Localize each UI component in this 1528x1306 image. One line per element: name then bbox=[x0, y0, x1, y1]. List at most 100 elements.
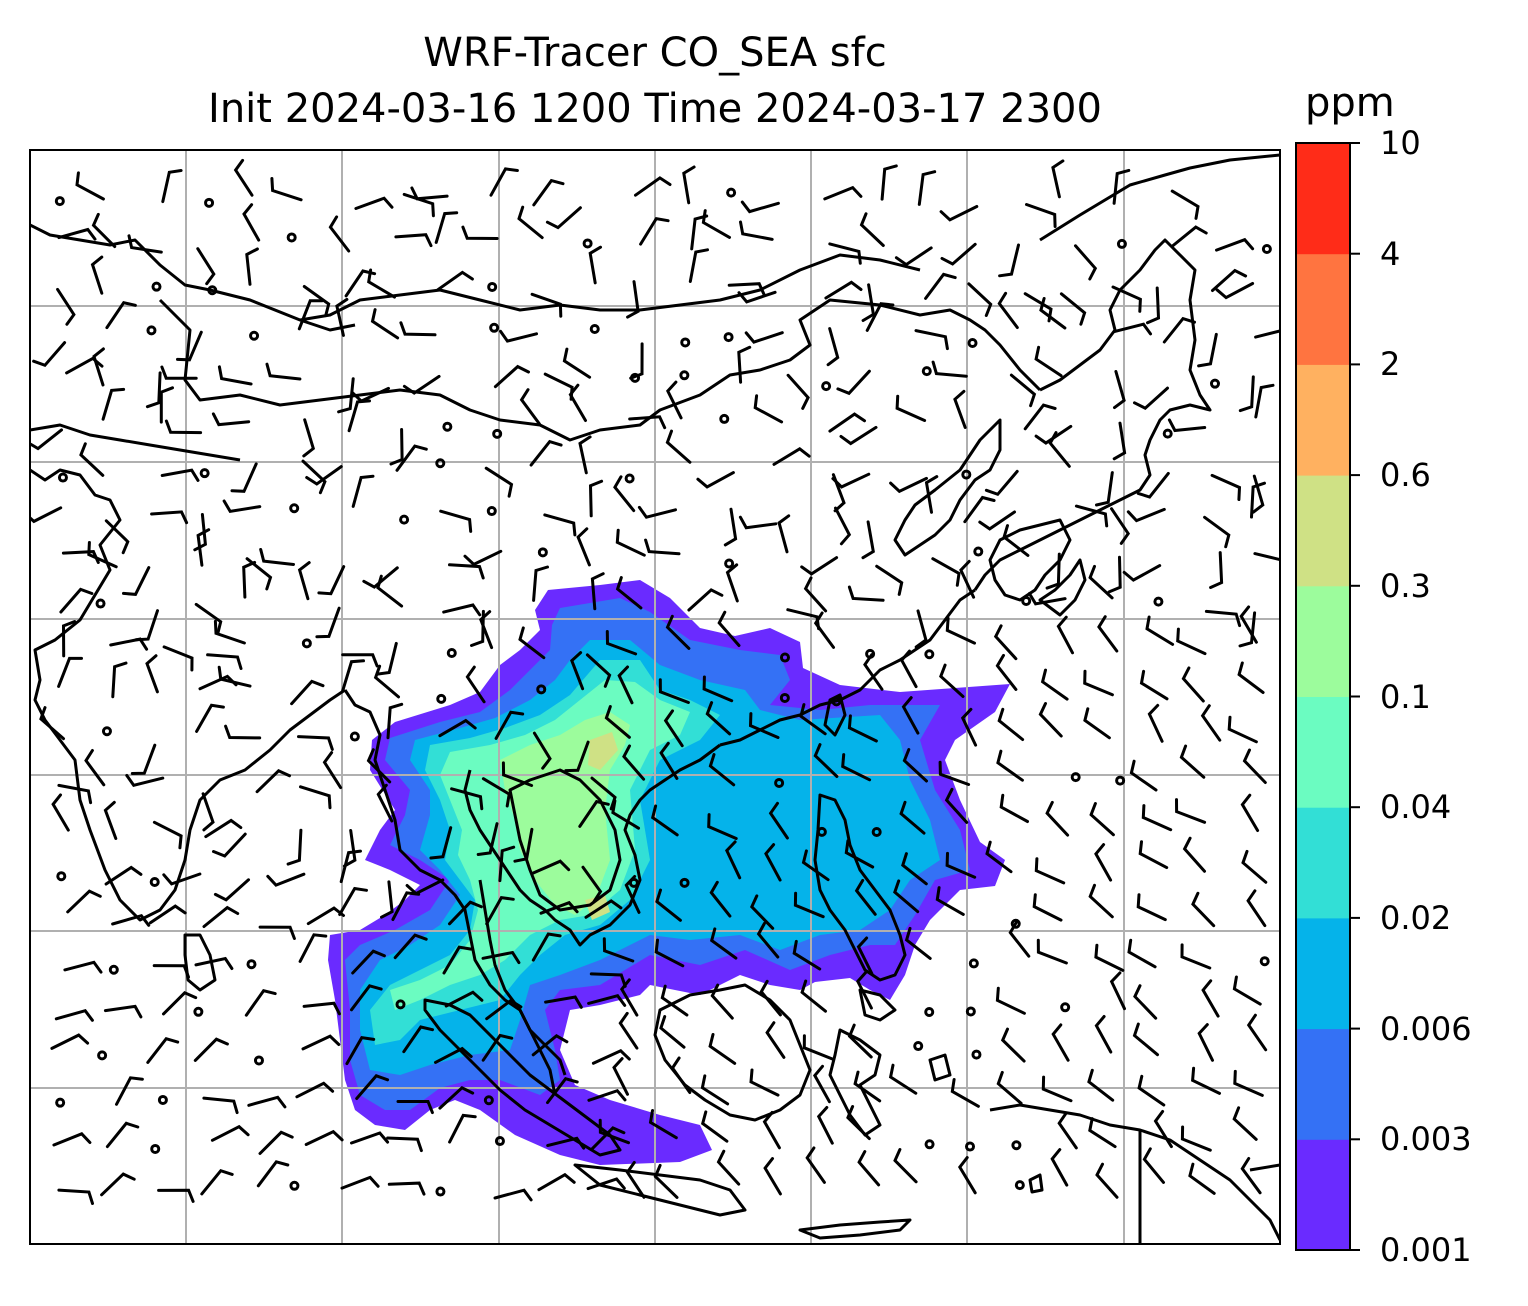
wind-barb bbox=[111, 661, 128, 699]
wind-barb bbox=[924, 475, 939, 514]
wind-barb bbox=[50, 1033, 90, 1050]
wind-barb bbox=[436, 270, 474, 292]
wind-barb bbox=[146, 1036, 180, 1064]
wind-barb bbox=[880, 164, 898, 201]
wind-barb bbox=[598, 1118, 630, 1145]
wind-barb bbox=[1112, 168, 1131, 205]
wind-barb bbox=[591, 1049, 631, 1065]
wind-barb bbox=[587, 993, 627, 1007]
wind-barb bbox=[337, 377, 355, 414]
wind-barb bbox=[376, 783, 394, 823]
wind-barb bbox=[130, 743, 157, 775]
wind-barb bbox=[792, 939, 822, 971]
wind-barb bbox=[737, 290, 777, 304]
wind-barb bbox=[861, 520, 875, 560]
wind-barb bbox=[434, 1046, 473, 1064]
wind-barb bbox=[297, 735, 334, 751]
wind-barb bbox=[196, 528, 211, 567]
wind-barb bbox=[127, 234, 163, 254]
wind-barb bbox=[56, 287, 76, 326]
wind-barb bbox=[568, 383, 587, 422]
wind-barb bbox=[105, 301, 137, 330]
calm-wind-marker bbox=[971, 1049, 982, 1060]
wind-barb bbox=[1176, 627, 1207, 656]
wind-barb bbox=[1246, 1013, 1268, 1052]
wind-barb bbox=[438, 718, 477, 738]
wind-barb bbox=[768, 801, 789, 840]
wind-barb bbox=[493, 1188, 533, 1202]
wind-barb bbox=[841, 753, 872, 782]
wind-barb bbox=[716, 1149, 741, 1186]
wind-barb bbox=[103, 1004, 143, 1019]
wind-barb bbox=[963, 495, 996, 524]
wind-barb bbox=[206, 653, 243, 670]
wind-barb bbox=[802, 1034, 834, 1061]
wind-barb bbox=[995, 653, 1018, 691]
wind-barb bbox=[1032, 893, 1063, 922]
wind-barb bbox=[111, 913, 151, 927]
calm-wind-marker bbox=[55, 1097, 66, 1108]
wind-barb bbox=[341, 653, 379, 668]
wind-barb bbox=[75, 171, 105, 201]
wind-barb bbox=[749, 1068, 780, 1097]
wind-barb bbox=[602, 937, 635, 963]
wind-barb bbox=[162, 991, 198, 1016]
wind-barb bbox=[302, 1001, 341, 1016]
calm-wind-marker bbox=[54, 196, 65, 207]
wind-barb bbox=[854, 878, 877, 916]
wind-barb bbox=[299, 785, 332, 810]
colorbar-tick-label: 10 bbox=[1380, 124, 1421, 162]
colorbar bbox=[1295, 142, 1360, 1251]
calm-wind-marker bbox=[973, 546, 984, 557]
wind-barb bbox=[666, 380, 683, 420]
calm-wind-marker bbox=[1010, 918, 1021, 929]
wind-barb bbox=[438, 1085, 475, 1110]
wind-barb bbox=[30, 428, 63, 451]
wind-barb bbox=[1023, 403, 1057, 431]
wind-barb bbox=[826, 327, 840, 367]
wind-barb bbox=[201, 792, 215, 832]
wind-barb bbox=[105, 1121, 140, 1149]
wind-barb bbox=[322, 751, 343, 790]
wind-barb bbox=[663, 709, 684, 748]
wind-barb bbox=[52, 1132, 92, 1147]
calm-wind-marker bbox=[446, 647, 457, 658]
wind-barb bbox=[710, 983, 734, 1020]
wind-barb bbox=[847, 1023, 873, 1059]
wind-barb bbox=[499, 329, 538, 343]
wind-barb bbox=[295, 1081, 335, 1099]
calm-wind-marker bbox=[680, 337, 691, 348]
wind-barb bbox=[682, 165, 696, 205]
wind-barb bbox=[434, 211, 459, 244]
wind-barb bbox=[901, 696, 920, 735]
wind-barb bbox=[481, 777, 511, 808]
wind-barb bbox=[339, 849, 362, 884]
colorbar-tick-label: 0.6 bbox=[1380, 456, 1431, 495]
wind-barb bbox=[648, 1109, 678, 1140]
wind-barb bbox=[461, 225, 499, 240]
wind-barb bbox=[834, 506, 852, 546]
calm-wind-marker bbox=[301, 638, 312, 649]
wind-barb bbox=[1179, 744, 1206, 779]
wind-barb bbox=[902, 748, 928, 783]
wind-barb bbox=[1038, 702, 1063, 738]
calm-wind-marker bbox=[249, 330, 260, 341]
calm-wind-marker bbox=[56, 871, 67, 882]
wind-barb bbox=[539, 900, 579, 915]
wind-barb bbox=[65, 356, 104, 375]
wind-barb bbox=[152, 964, 190, 979]
wind-barb bbox=[1126, 507, 1166, 523]
wind-barb bbox=[847, 714, 878, 743]
calm-wind-marker bbox=[679, 370, 690, 381]
colorbar-segment bbox=[1296, 1139, 1350, 1251]
wind-barb bbox=[1215, 282, 1255, 300]
wind-barb bbox=[195, 703, 225, 733]
wind-barb bbox=[1240, 793, 1260, 832]
wind-barb bbox=[104, 865, 143, 886]
wind-barb bbox=[335, 297, 349, 337]
wind-barb bbox=[659, 741, 679, 780]
wind-barb bbox=[373, 664, 400, 699]
wind-barb bbox=[701, 209, 731, 239]
colorbar-tick-label: 0.1 bbox=[1380, 677, 1431, 716]
wind-barb bbox=[1237, 661, 1265, 694]
